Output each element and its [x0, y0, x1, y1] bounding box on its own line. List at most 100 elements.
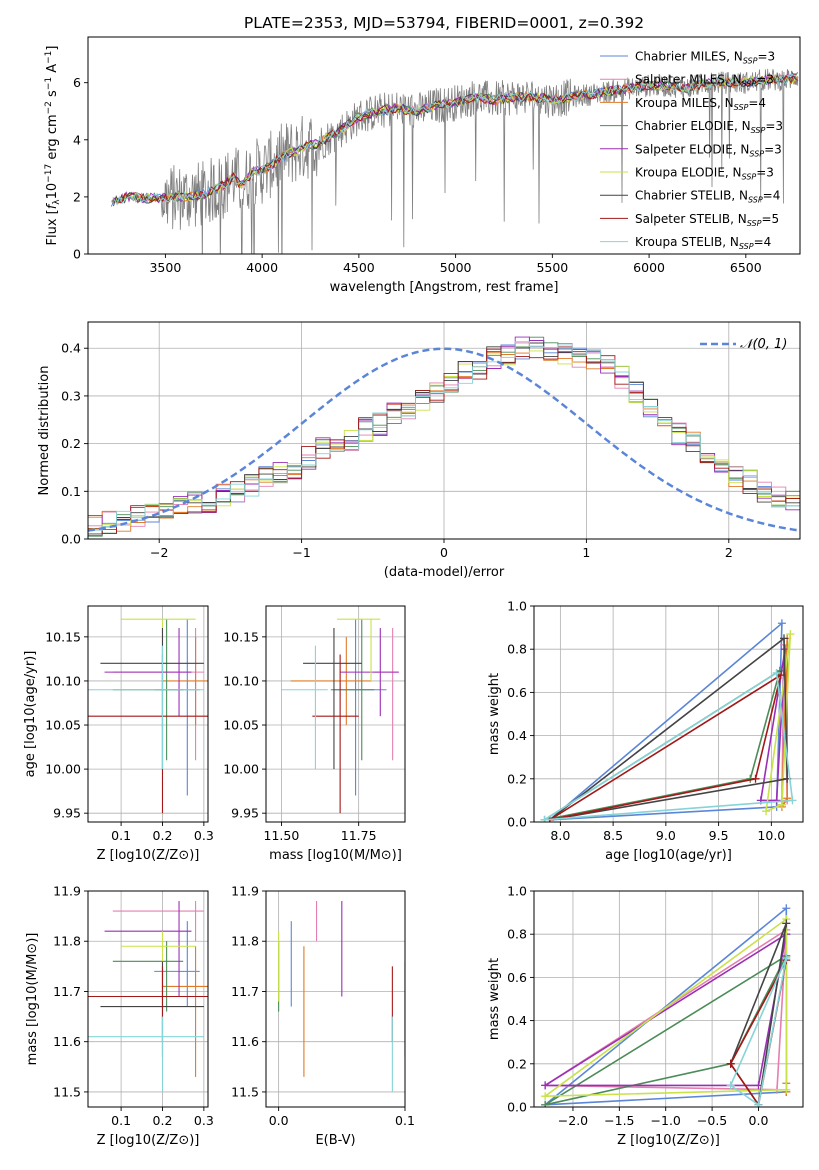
weight_vs_Z-ytick-label: 0.2	[507, 1056, 527, 1071]
weight_vs_Z-weight-marker	[782, 904, 791, 913]
weight_vs_Z-ytick-label: 0.8	[507, 927, 527, 942]
spectrum-legend-entry: Chabrier ELODIE, NSSP=3	[635, 119, 783, 135]
spectrum-plot-area	[110, 68, 799, 254]
residuals-xlabel: (data-model)/error	[384, 565, 505, 580]
weight_vs_age-weight-line-8	[549, 674, 782, 821]
residuals-ylabel: Normed distribution	[37, 366, 52, 496]
weight_vs_Z-ytick-label: 1.0	[507, 884, 527, 899]
mass_vs_ebv-xtick-label: 0.1	[395, 1113, 415, 1128]
weight_vs_age-xtick-label: 8.5	[603, 828, 623, 843]
weight_vs_age-axes-front: 8.0 8.5 9.0 9.5 10.0 0.0 0.2 0.4 0.6 0.8 1.0 age [l…	[487, 599, 804, 863]
weight_vs_Z-weight-marker	[541, 1092, 550, 1101]
mass_vs_ebv-panel: 0.0 0.1 11.5 11.6 11.7 11.8 11.9 E(B-V)	[231, 884, 415, 1149]
spectrum-legend-entry: Salpeter ELODIE, NSSP=3	[635, 142, 782, 158]
weight_vs_Z-weight-line-6	[544, 918, 788, 1097]
weight_vs_Z-ylabel: mass weight	[487, 958, 502, 1040]
weight_vs_age-ytick-label: 0.2	[507, 771, 527, 786]
age_vs_mass-frame	[265, 605, 406, 823]
weight_vs_age-weight-line-5	[760, 648, 786, 802]
age_vs_Z-xtick-label: 0.3	[194, 828, 214, 843]
weight_vs_age-weight-marker	[780, 634, 789, 643]
spectrum-ytick-label: 2	[73, 189, 81, 204]
spectrum-legend-entry: Kroupa ELODIE, NSSP=3	[635, 166, 774, 182]
mass_vs_ebv-plot-area	[278, 901, 405, 1092]
spectrum-model-line-9	[113, 73, 798, 206]
spectrum-legend-entry: Salpeter STELIB, NSSP=5	[635, 212, 779, 228]
residuals-ytick-label: 0.4	[61, 341, 81, 356]
spectrum-axes-front: Flux [fλ10−17 erg cm−2 s−1 A−1] 3500 4000 4…	[44, 36, 801, 295]
spectrum-legend-entry: Salpeter MILES, NSSP=3	[635, 73, 774, 89]
age_vs_mass-ytick-label: 10.00	[223, 762, 259, 777]
weight_vs_Z-weight-marker	[726, 1081, 735, 1090]
weight_vs_age-weight-marker	[777, 619, 786, 628]
weight_vs_Z-panel: −2.0 −1.5 −1.0 −0.5 0.0 0.0 0.2 0.4 0.6 0.8 1.0 Z […	[487, 884, 804, 1148]
age_vs_Z-panel: 0.1 0.2 0.3 9.95 10.00 10.05 10.10 10.15 Z [log1…	[23, 605, 214, 863]
age_vs_mass-panel: 11.50 11.75 9.95 10.00 10.05 10.10 10.15 mass […	[223, 605, 406, 863]
age_vs_Z-ytick-label: 10.10	[45, 673, 81, 688]
age_vs_mass-ytick-label: 10.05	[223, 718, 259, 733]
weight_vs_Z-ytick-label: 0.0	[507, 1100, 527, 1115]
weight_vs_age-weight-marker	[786, 630, 795, 639]
residual-legend-entry: 𝒩(0, 1)	[740, 337, 787, 352]
weight_vs_age-ytick-label: 0.0	[507, 815, 527, 830]
weight_vs_Z-ytick-label: 0.4	[507, 1013, 527, 1028]
residuals-xtick-label: −2	[150, 545, 168, 560]
mass_vs_Z-plot-area	[88, 901, 208, 1092]
weight_vs_age-ylabel: mass weight	[487, 673, 502, 755]
weight_vs_age-weight-line-9	[543, 672, 794, 821]
age_vs_Z-ylabel: age [log10(age/yr)]	[23, 651, 38, 778]
age_vs_Z-ytick-label: 10.15	[45, 629, 81, 644]
weight_vs_Z-xlabel: Z [log10(Z/Z⊙)]	[617, 1133, 720, 1148]
figure-title: PLATE=2353, MJD=53794, FIBERID=0001, z=0…	[244, 14, 644, 32]
spectrum-panel: Flux [fλ10−17 erg cm−2 s−1 A−1] 3500 4000 4…	[44, 36, 801, 295]
weight_vs_age-xtick-label: 8.0	[550, 828, 570, 843]
weight_vs_Z-ytick-label: 0.6	[507, 970, 527, 985]
age_vs_Z-xtick-label: 0.2	[153, 828, 173, 843]
spectrum-ylabel: Flux [fλ10−17 erg cm−2 s−1 A−1]	[44, 46, 62, 246]
weight_vs_Z-weight-marker	[726, 1059, 735, 1068]
mass_vs_Z-frame	[87, 890, 209, 1108]
weight_vs_age-panel: 8.0 8.5 9.0 9.5 10.0 0.0 0.2 0.4 0.6 0.8 1.0 age [l…	[487, 599, 804, 863]
mass_vs_Z-ytick-label: 11.7	[53, 984, 81, 999]
residuals-ytick-label: 0.0	[61, 532, 81, 547]
spectrum-legend-entry: Chabrier STELIB, NSSP=4	[635, 189, 780, 205]
spectrum-xtick-label: 3500	[149, 260, 181, 275]
mass_vs_ebv-frame	[265, 890, 406, 1108]
weight_vs_Z-xtick-label: −0.5	[697, 1113, 727, 1128]
mass_vs_Z-xlabel: Z [log10(Z/Z⊙)]	[97, 1133, 200, 1148]
weight_vs_Z-weight-marker	[754, 1100, 763, 1107]
panels-group: Flux [fλ10−17 erg cm−2 s−1 A−1] 3500 4000 4…	[23, 36, 804, 1149]
weight_vs_age-weight-marker	[777, 800, 786, 809]
weight_vs_Z-axes-front: −2.0 −1.5 −1.0 −0.5 0.0 0.0 0.2 0.4 0.6 0.8 1.0 Z […	[487, 884, 804, 1148]
mass_vs_ebv-xtick-label: 0.0	[269, 1113, 289, 1128]
residuals-panel: −2 −1 0 1 2 0.0 0.1 0.2 0.3 0.4 (data-model)/error…	[37, 321, 801, 580]
weight_vs_age-weight-marker	[776, 671, 785, 680]
mass_vs_Z-xtick-label: 0.1	[111, 1113, 131, 1128]
spectrum-legend-entry: Kroupa STELIB, NSSP=4	[635, 235, 771, 251]
residuals-plot-area	[88, 336, 800, 537]
weight_vs_Z-weight-marker	[782, 953, 791, 962]
age_vs_Z-xlabel: Z [log10(Z/Z⊙)]	[97, 848, 200, 863]
weight_vs_Z-weight-marker	[782, 919, 791, 928]
spectrum-xtick-label: 4500	[343, 260, 375, 275]
age_vs_mass-ytick-label: 10.15	[223, 629, 259, 644]
weight_vs_Z-xtick-label: −1.0	[651, 1113, 681, 1128]
residuals-xtick-label: 0	[440, 545, 448, 560]
weight_vs_Z-plot-area	[541, 904, 791, 1107]
mass_vs_Z-ytick-label: 11.8	[53, 934, 81, 949]
weight_vs_age-xtick-label: 9.5	[709, 828, 729, 843]
age_vs_Z-xtick-label: 0.1	[111, 828, 131, 843]
spectrum-xtick-label: 5000	[440, 260, 472, 275]
weight_vs_Z-weight-line-9	[729, 957, 788, 1106]
age_vs_mass-ytick-label: 10.10	[223, 673, 259, 688]
weight_vs_age-weight-marker	[772, 796, 781, 805]
residual-histogram-3	[88, 346, 800, 532]
spectrum-model-line-8	[113, 73, 797, 205]
age_vs_mass-xtick-label: 11.50	[264, 828, 300, 843]
weight_vs_age-xtick-label: 10.0	[757, 828, 785, 843]
weight_vs_Z-xtick-label: 0.0	[749, 1113, 769, 1128]
residuals-axes-front: −2 −1 0 1 2 0.0 0.1 0.2 0.3 0.4 (data-model)/error…	[37, 321, 801, 580]
age_vs_mass-ytick-label: 9.95	[231, 806, 259, 821]
spectrum-ytick-label: 4	[73, 132, 81, 147]
spectrum-xlabel: wavelength [Angstrom, rest frame]	[330, 280, 559, 295]
